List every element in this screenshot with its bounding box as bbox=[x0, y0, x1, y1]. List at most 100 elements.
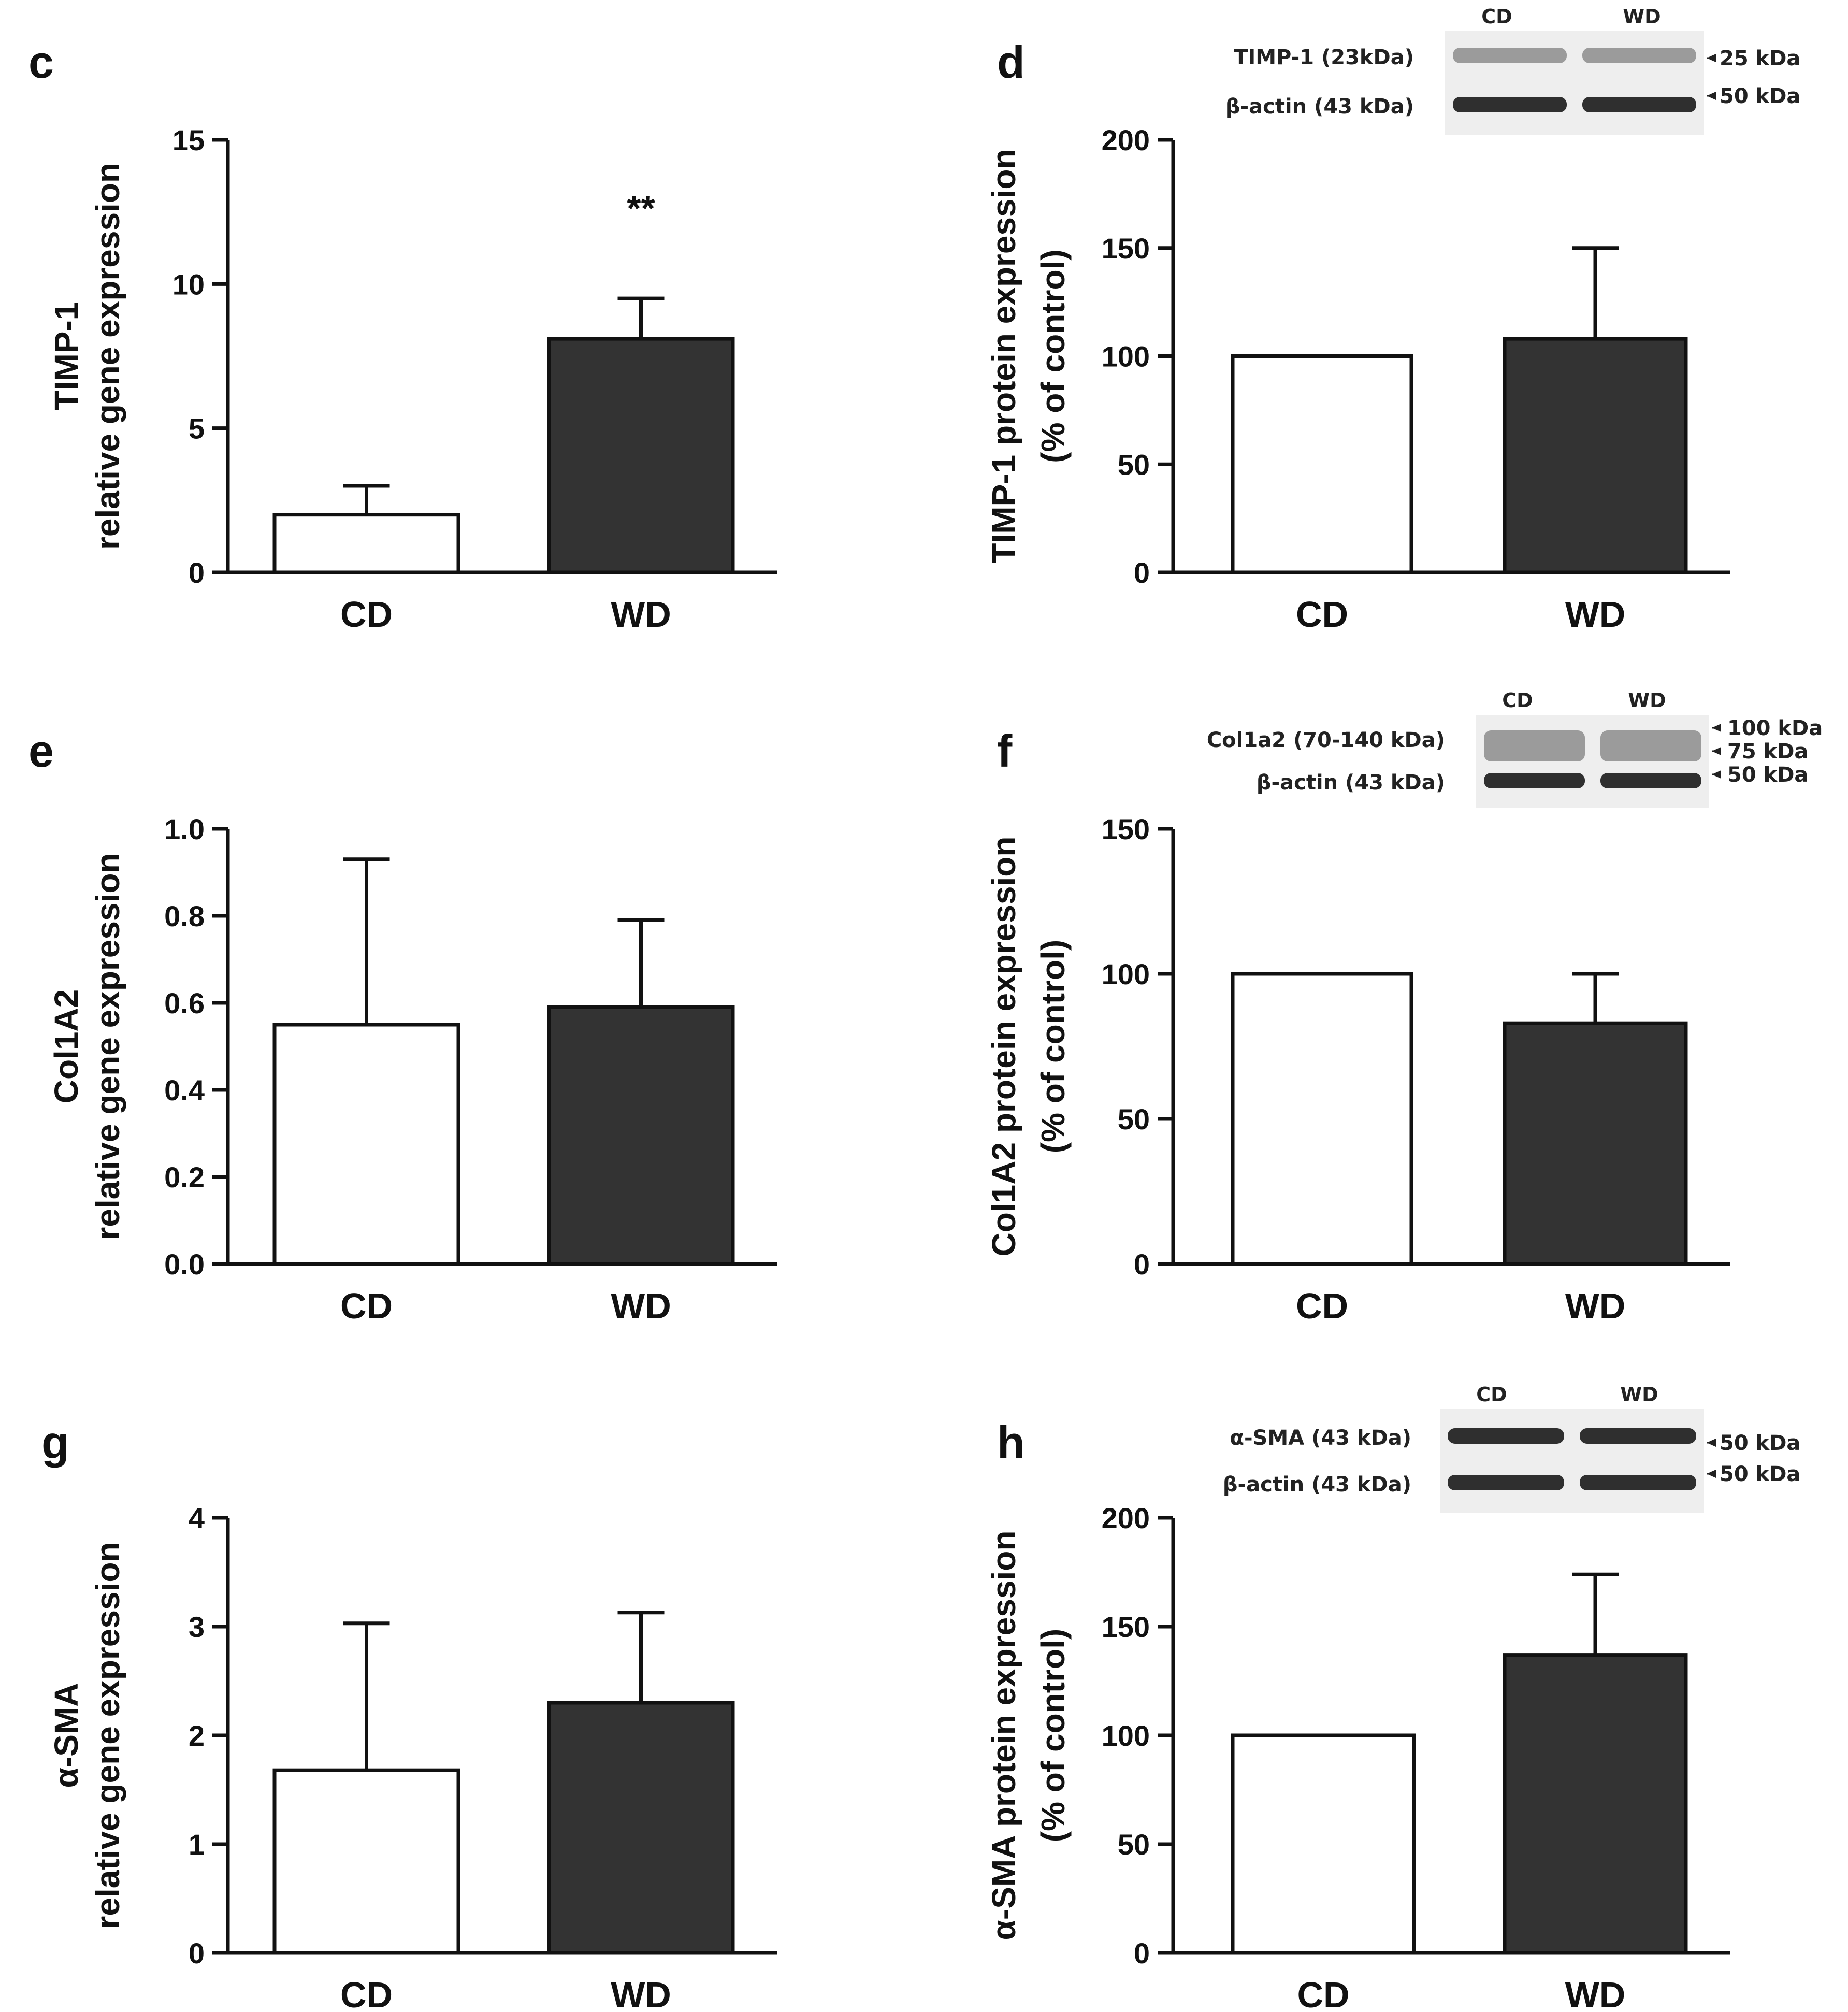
bar-wd bbox=[547, 1005, 735, 1266]
y-tick-label: 0.0 bbox=[164, 1248, 205, 1281]
panel-letter: c bbox=[28, 36, 54, 88]
x-category-label: WD bbox=[611, 594, 671, 635]
blot-row-label: TIMP-1 (23kDa) bbox=[1234, 46, 1414, 69]
y-tick-label: 0 bbox=[1134, 1937, 1150, 1970]
blot-row-label: β-actin (43 kDa) bbox=[1257, 771, 1445, 795]
blot-band bbox=[1448, 1475, 1564, 1490]
blot-marker-label: 75 kDa bbox=[1727, 740, 1808, 764]
y-tick-label: 5 bbox=[189, 412, 205, 445]
y-tick-label: 10 bbox=[172, 268, 205, 300]
y-axis-label: relative gene expression bbox=[89, 1542, 126, 1929]
blot-band bbox=[1580, 1428, 1696, 1444]
blot-row-label: β-actin (43 kDa) bbox=[1223, 1473, 1411, 1497]
blot-lane-label: CD bbox=[1481, 5, 1512, 28]
bar-wd bbox=[1503, 1653, 1688, 1955]
western-blot-inset: TIMP-1 (23kDa) β-actin (43 kDa) CD WD 25 kDa… bbox=[1225, 5, 1800, 135]
bar-wd bbox=[547, 1701, 735, 1955]
bar-cd bbox=[1231, 972, 1413, 1266]
y-tick-label: 3 bbox=[189, 1611, 205, 1643]
panel-letter: d bbox=[997, 36, 1025, 88]
blot-band bbox=[1580, 1475, 1696, 1490]
marker-arrowhead bbox=[1707, 54, 1716, 62]
panel-letter: f bbox=[997, 725, 1013, 777]
y-tick-label: 0 bbox=[1134, 1248, 1150, 1281]
bar-cd bbox=[1231, 354, 1413, 574]
y-tick-label: 0.2 bbox=[164, 1161, 205, 1194]
y-tick-label: 15 bbox=[172, 124, 205, 156]
y-tick-label: 2 bbox=[189, 1719, 205, 1752]
y-tick-label: 0.8 bbox=[164, 900, 205, 932]
blot-marker-label: 25 kDa bbox=[1720, 47, 1800, 70]
x-category-label: WD bbox=[1565, 1975, 1626, 2012]
y-axis-label: TIMP-1 protein expression bbox=[985, 149, 1022, 563]
x-category-label: WD bbox=[611, 1975, 671, 2012]
x-category-label: CD bbox=[1296, 594, 1348, 635]
panel-f: f 0 50 100 150 Col1A2 protein expression (% of… bbox=[985, 689, 1823, 1326]
y-tick-label: 0.6 bbox=[164, 987, 205, 1019]
marker-arrowhead bbox=[1712, 724, 1721, 732]
x-category-label: WD bbox=[1565, 1286, 1626, 1326]
x-category-label: CD bbox=[1297, 1975, 1349, 2012]
marker-arrowhead bbox=[1712, 747, 1721, 755]
panel-d: d 0 50 100 150 200 TIMP-1 protein expression (%… bbox=[985, 5, 1800, 635]
panel-letter: e bbox=[28, 725, 54, 777]
blot-row-label: β-actin (43 kDa) bbox=[1225, 95, 1414, 119]
y-axis-label: α-SMA protein expression bbox=[985, 1531, 1022, 1941]
bar-cd bbox=[272, 1768, 460, 1955]
western-blot-inset: α-SMA (43 kDa) β-actin (43 kDa) CD WD 50 kDa… bbox=[1223, 1383, 1800, 1513]
bar-wd bbox=[547, 337, 735, 574]
y-tick-label: 100 bbox=[1102, 1719, 1150, 1752]
x-category-label: CD bbox=[340, 1286, 393, 1326]
x-category-label: CD bbox=[1296, 1286, 1348, 1326]
y-tick-label: 100 bbox=[1102, 958, 1150, 990]
bar-cd bbox=[272, 513, 460, 574]
bar-wd bbox=[1503, 337, 1688, 574]
blot-lane-label: WD bbox=[1623, 5, 1661, 28]
blot-membrane bbox=[1445, 31, 1704, 135]
blot-row-label: α-SMA (43 kDa) bbox=[1230, 1426, 1411, 1450]
y-tick-label: 100 bbox=[1102, 340, 1150, 373]
western-blot-inset: Col1a2 (70-140 kDa) β-actin (43 kDa) CD WD 1… bbox=[1207, 689, 1823, 808]
y-tick-label: 0 bbox=[189, 556, 205, 589]
bar-wd bbox=[1503, 1021, 1688, 1266]
panel-letter: g bbox=[41, 1417, 69, 1468]
blot-marker-label: 50 kDa bbox=[1720, 84, 1800, 108]
y-tick-label: 1.0 bbox=[164, 813, 205, 845]
blot-band bbox=[1448, 1428, 1564, 1444]
marker-arrowhead bbox=[1712, 770, 1721, 779]
y-tick-label: 50 bbox=[1118, 448, 1150, 481]
bar-cd bbox=[1231, 1733, 1416, 1955]
y-tick-label: 150 bbox=[1102, 1611, 1150, 1643]
blot-band bbox=[1600, 773, 1701, 788]
panel-h: h 0 50 100 150 200 α-SMA protein expression (% … bbox=[985, 1383, 1800, 2012]
blot-band bbox=[1484, 730, 1585, 761]
blot-marker-label: 50 kDa bbox=[1727, 763, 1808, 787]
y-tick-label: 200 bbox=[1102, 1502, 1150, 1534]
y-axis-label: TIMP-1 bbox=[48, 302, 85, 411]
x-category-label: CD bbox=[340, 1975, 393, 2012]
panel-e: e 0.0 0.2 0.4 0.6 0.8 1.0 Col1A2 relative gene e… bbox=[28, 725, 777, 1326]
bar-cd bbox=[272, 1023, 460, 1266]
y-tick-label: 0 bbox=[1134, 556, 1150, 589]
blot-band bbox=[1582, 97, 1696, 112]
y-axis-label: (% of control) bbox=[1034, 940, 1072, 1153]
y-axis-label: (% of control) bbox=[1034, 249, 1072, 463]
blot-marker-label: 50 kDa bbox=[1720, 1431, 1800, 1455]
blot-marker-label: 100 kDa bbox=[1727, 716, 1823, 740]
blot-lane-label: CD bbox=[1502, 689, 1533, 712]
blot-lane-label: CD bbox=[1476, 1383, 1507, 1406]
y-tick-label: 0.4 bbox=[164, 1074, 205, 1106]
x-category-label: CD bbox=[340, 594, 393, 635]
y-axis-label: α-SMA bbox=[48, 1683, 85, 1788]
blot-row-label: Col1a2 (70-140 kDa) bbox=[1207, 728, 1445, 752]
panel-g: g 0 1 2 3 4 α-SMA relative gene expression CD WD bbox=[41, 1417, 777, 2012]
y-axis-label: (% of control) bbox=[1034, 1629, 1072, 1842]
panel-letter: h bbox=[997, 1417, 1025, 1468]
marker-arrowhead bbox=[1707, 1439, 1716, 1447]
blot-lane-label: WD bbox=[1628, 689, 1666, 712]
x-category-label: WD bbox=[611, 1286, 671, 1326]
y-tick-label: 50 bbox=[1118, 1828, 1150, 1861]
y-axis-label: relative gene expression bbox=[89, 163, 126, 550]
y-axis-label: Col1A2 protein expression bbox=[985, 837, 1022, 1257]
